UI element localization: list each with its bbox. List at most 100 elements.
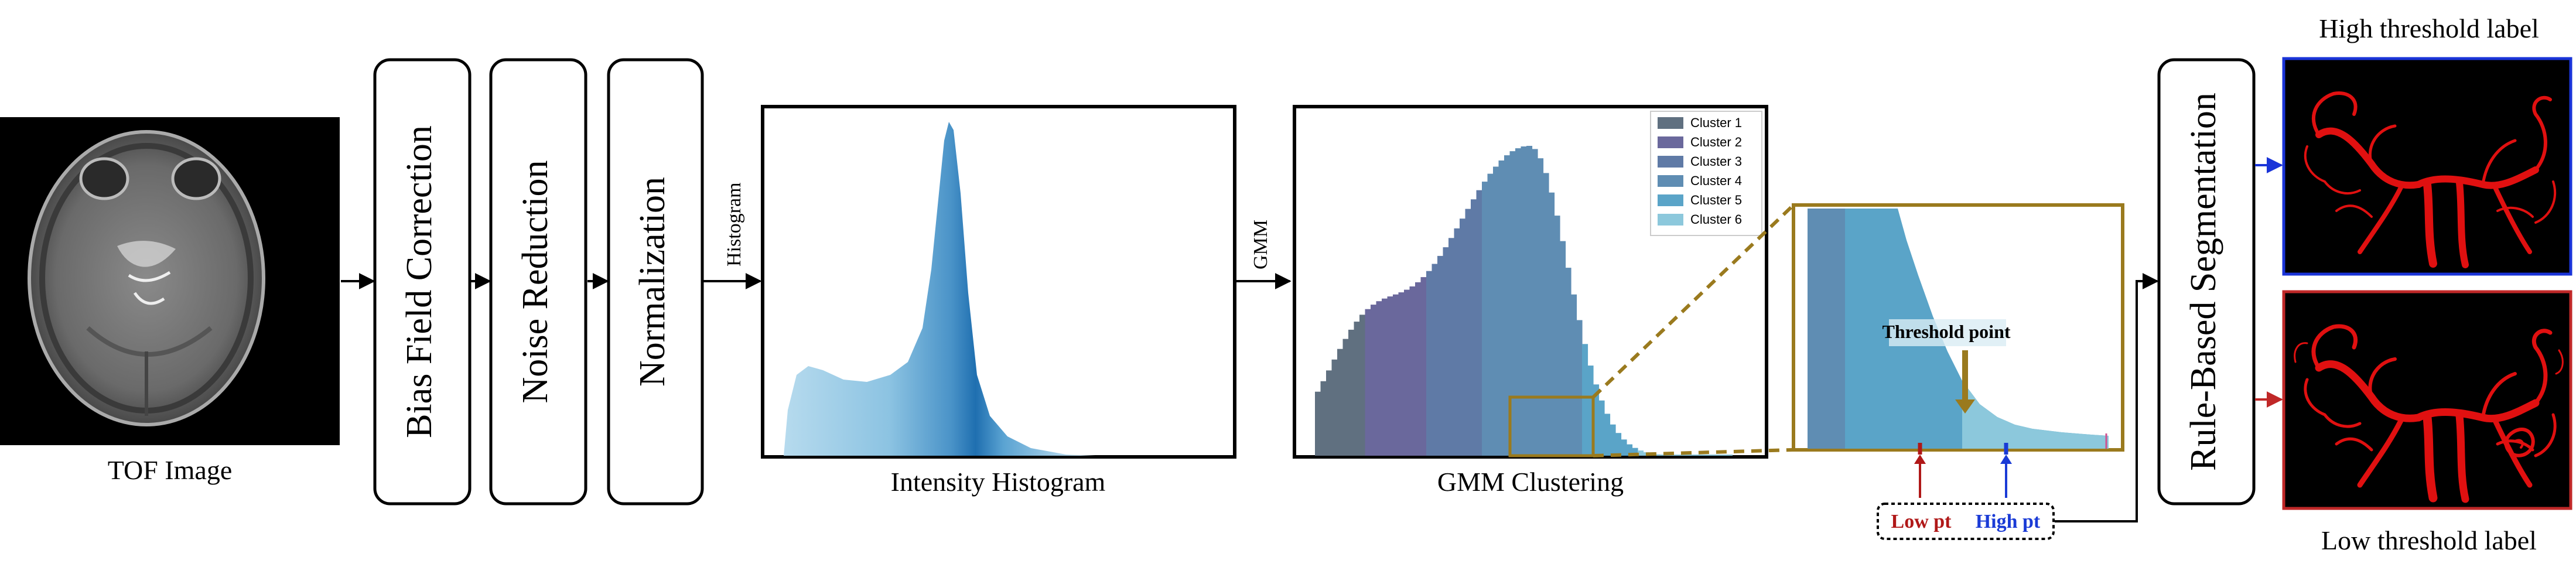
gmm-bar <box>1460 218 1466 456</box>
gmm-bar <box>1571 294 1577 456</box>
gmm-bar <box>1727 455 1733 456</box>
gmm-bar <box>1476 190 1482 456</box>
gmm-bar <box>1704 455 1711 456</box>
legend-item: Cluster 3 <box>1658 154 1742 169</box>
legend-swatch <box>1658 194 1683 206</box>
gmm-bar <box>1437 255 1444 456</box>
gmm-bar <box>1638 450 1644 456</box>
intensity-histogram-panel <box>761 105 1236 459</box>
gmm-bar <box>1582 344 1588 456</box>
gmm-bar <box>1521 146 1527 456</box>
gmm-bar <box>1498 160 1505 456</box>
step-label: Bias Field Correction <box>399 125 439 438</box>
gmm-bar <box>1493 166 1499 456</box>
gmm-bar <box>1365 309 1371 456</box>
gmm-bar <box>1404 289 1410 456</box>
gmm-bar <box>1627 444 1633 456</box>
legend-label: Cluster 4 <box>1690 173 1742 188</box>
high-threshold-caption: High threshold label <box>2319 13 2539 43</box>
legend-label: Cluster 1 <box>1690 115 1742 130</box>
gmm-bar <box>1354 322 1360 456</box>
gmm-bar <box>1471 199 1477 456</box>
gmm-bar <box>1320 381 1327 456</box>
gmm-bar <box>1465 209 1471 456</box>
low-pt-label: Low pt <box>1891 511 1952 532</box>
gmm-caption: GMM Clustering <box>1437 467 1624 497</box>
legend-item: Cluster 2 <box>1658 135 1742 149</box>
gmm-bar <box>1420 277 1427 456</box>
gmm-bar <box>1382 298 1388 456</box>
legend-label: Cluster 5 <box>1690 193 1742 207</box>
gmm-bar <box>1371 305 1377 456</box>
gmm-legend: Cluster 1 Cluster 2 Cluster 3 Cluster 4 Clus… <box>1650 111 1762 236</box>
gmm-bar <box>1443 247 1449 456</box>
zoom-inset: Threshold point <box>1792 203 2124 455</box>
gmm-bars <box>1315 146 1733 456</box>
gmm-bar <box>1560 241 1566 456</box>
gmm-bar <box>1409 286 1416 456</box>
gmm-bar <box>1587 366 1594 456</box>
zoom-region-box <box>1508 395 1595 457</box>
gmm-bar <box>1660 455 1666 456</box>
gmm-bar <box>1315 391 1321 456</box>
gmm-bar <box>1342 339 1349 456</box>
gmm-bar <box>1565 268 1571 456</box>
histogram-caption: Intensity Histogram <box>891 467 1106 497</box>
low-pt-arrowhead <box>1914 455 1926 464</box>
gmm-bar <box>1376 301 1382 456</box>
gmm-bar <box>1554 216 1560 456</box>
gmm-bar <box>1454 228 1460 456</box>
zoom-cluster-6-area <box>1962 381 2109 449</box>
gmm-bar <box>1615 433 1622 456</box>
gmm-bar <box>1699 455 1705 456</box>
step-label: Noise Reduction <box>515 160 555 404</box>
step-normalization: Normalization <box>607 58 704 505</box>
gmm-bar <box>1415 282 1422 456</box>
gmm-bar <box>1448 238 1455 456</box>
gmm-bar <box>1693 455 1700 456</box>
zoom-connector-top <box>1591 204 1794 399</box>
threshold-points-box <box>1877 503 2055 540</box>
high-pt-arrowhead <box>2000 455 2012 464</box>
gmm-bar <box>1348 329 1355 456</box>
gmm-bar <box>1504 155 1511 456</box>
gmm-bar <box>1598 400 1605 456</box>
gmm-bar <box>1716 455 1722 456</box>
legend-item: Cluster 1 <box>1658 115 1742 130</box>
zoom-connector-bottom <box>1593 448 1793 457</box>
legend-label: Cluster 6 <box>1690 212 1742 227</box>
gmm-bar <box>1426 271 1433 456</box>
high-threshold-output <box>2282 57 2572 276</box>
tof-image <box>0 117 340 445</box>
gmm-bar <box>1593 384 1600 456</box>
gmm-bar <box>1331 359 1338 456</box>
step-label: Normalization <box>633 177 672 387</box>
gmm-bar <box>1359 315 1366 456</box>
gmm-bar <box>1515 148 1522 456</box>
gmm-bar <box>1710 455 1716 456</box>
threshold-label-bg <box>1889 319 2006 346</box>
low-threshold-caption: Low threshold label <box>2321 525 2537 555</box>
gmm-bar <box>1538 158 1544 456</box>
zoom-tail-curve <box>1845 209 2109 449</box>
low-threshold-output <box>2282 290 2572 510</box>
step-bias-field-correction: Bias Field Correction <box>373 58 472 505</box>
step-rule-based-segmentation: Rule-Based Segmentation <box>2157 58 2256 505</box>
gmm-bar <box>1526 146 1533 456</box>
gmm-bar <box>1654 454 1661 456</box>
step-noise-reduction: Noise Reduction <box>489 58 587 505</box>
arrow-to-segmentation <box>2055 273 2159 522</box>
zoom-cluster-4-bar <box>1808 209 1845 449</box>
arrow-label-gmm: GMM <box>1250 220 1272 269</box>
gmm-bar <box>1432 264 1438 456</box>
gmm-bar <box>1337 349 1344 456</box>
gmm-bar <box>1610 424 1616 456</box>
gmm-bar <box>1532 149 1538 456</box>
gmm-bar <box>1487 173 1494 456</box>
gmm-bar <box>1387 296 1393 456</box>
tof-caption: TOF Image <box>108 455 233 485</box>
gmm-clustering-panel: Cluster 1 Cluster 2 Cluster 3 Cluster 4 Clus… <box>1293 105 1768 459</box>
gmm-bar <box>1509 151 1516 456</box>
arrow-label-histogram: Histogram <box>723 182 745 267</box>
